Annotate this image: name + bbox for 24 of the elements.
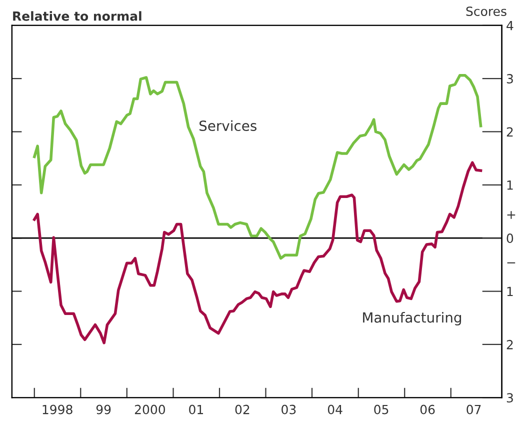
x-tick-label: 99 — [96, 404, 111, 414]
y2-tick-label: 1 — [507, 180, 513, 190]
y2-tick-label: 2 — [506, 340, 513, 350]
y2-axis-title: Scores — [466, 6, 506, 16]
x-tick-label: 04 — [328, 404, 342, 414]
x-tick-label: 2000 — [134, 404, 166, 414]
y2-tick-label: 1 — [507, 286, 513, 296]
y2-tick-label: 3 — [506, 74, 513, 84]
annotation: Services — [200, 120, 256, 132]
y2-tick-label: 3 — [506, 393, 513, 403]
annotation: Manufacturing — [363, 312, 462, 326]
y2-tick-label: + — [507, 211, 516, 219]
x-tick-label: 07 — [466, 404, 481, 414]
y2-tick-label: 0 — [506, 234, 514, 244]
y2-tick-label: − — [507, 262, 516, 264]
x-tick-label: 03 — [282, 404, 296, 414]
y2-tick-label: 2 — [506, 127, 513, 136]
x-tick-label: 02 — [235, 404, 250, 414]
y2-tick-label: 4 — [506, 21, 514, 30]
x-tick-label: 05 — [374, 404, 388, 414]
x-tick-label: 1998 — [42, 404, 72, 414]
x-tick-label: 01 — [189, 404, 203, 414]
y-axis-title: Relative to normal — [13, 11, 142, 21]
x-tick-label: 06 — [420, 404, 435, 414]
